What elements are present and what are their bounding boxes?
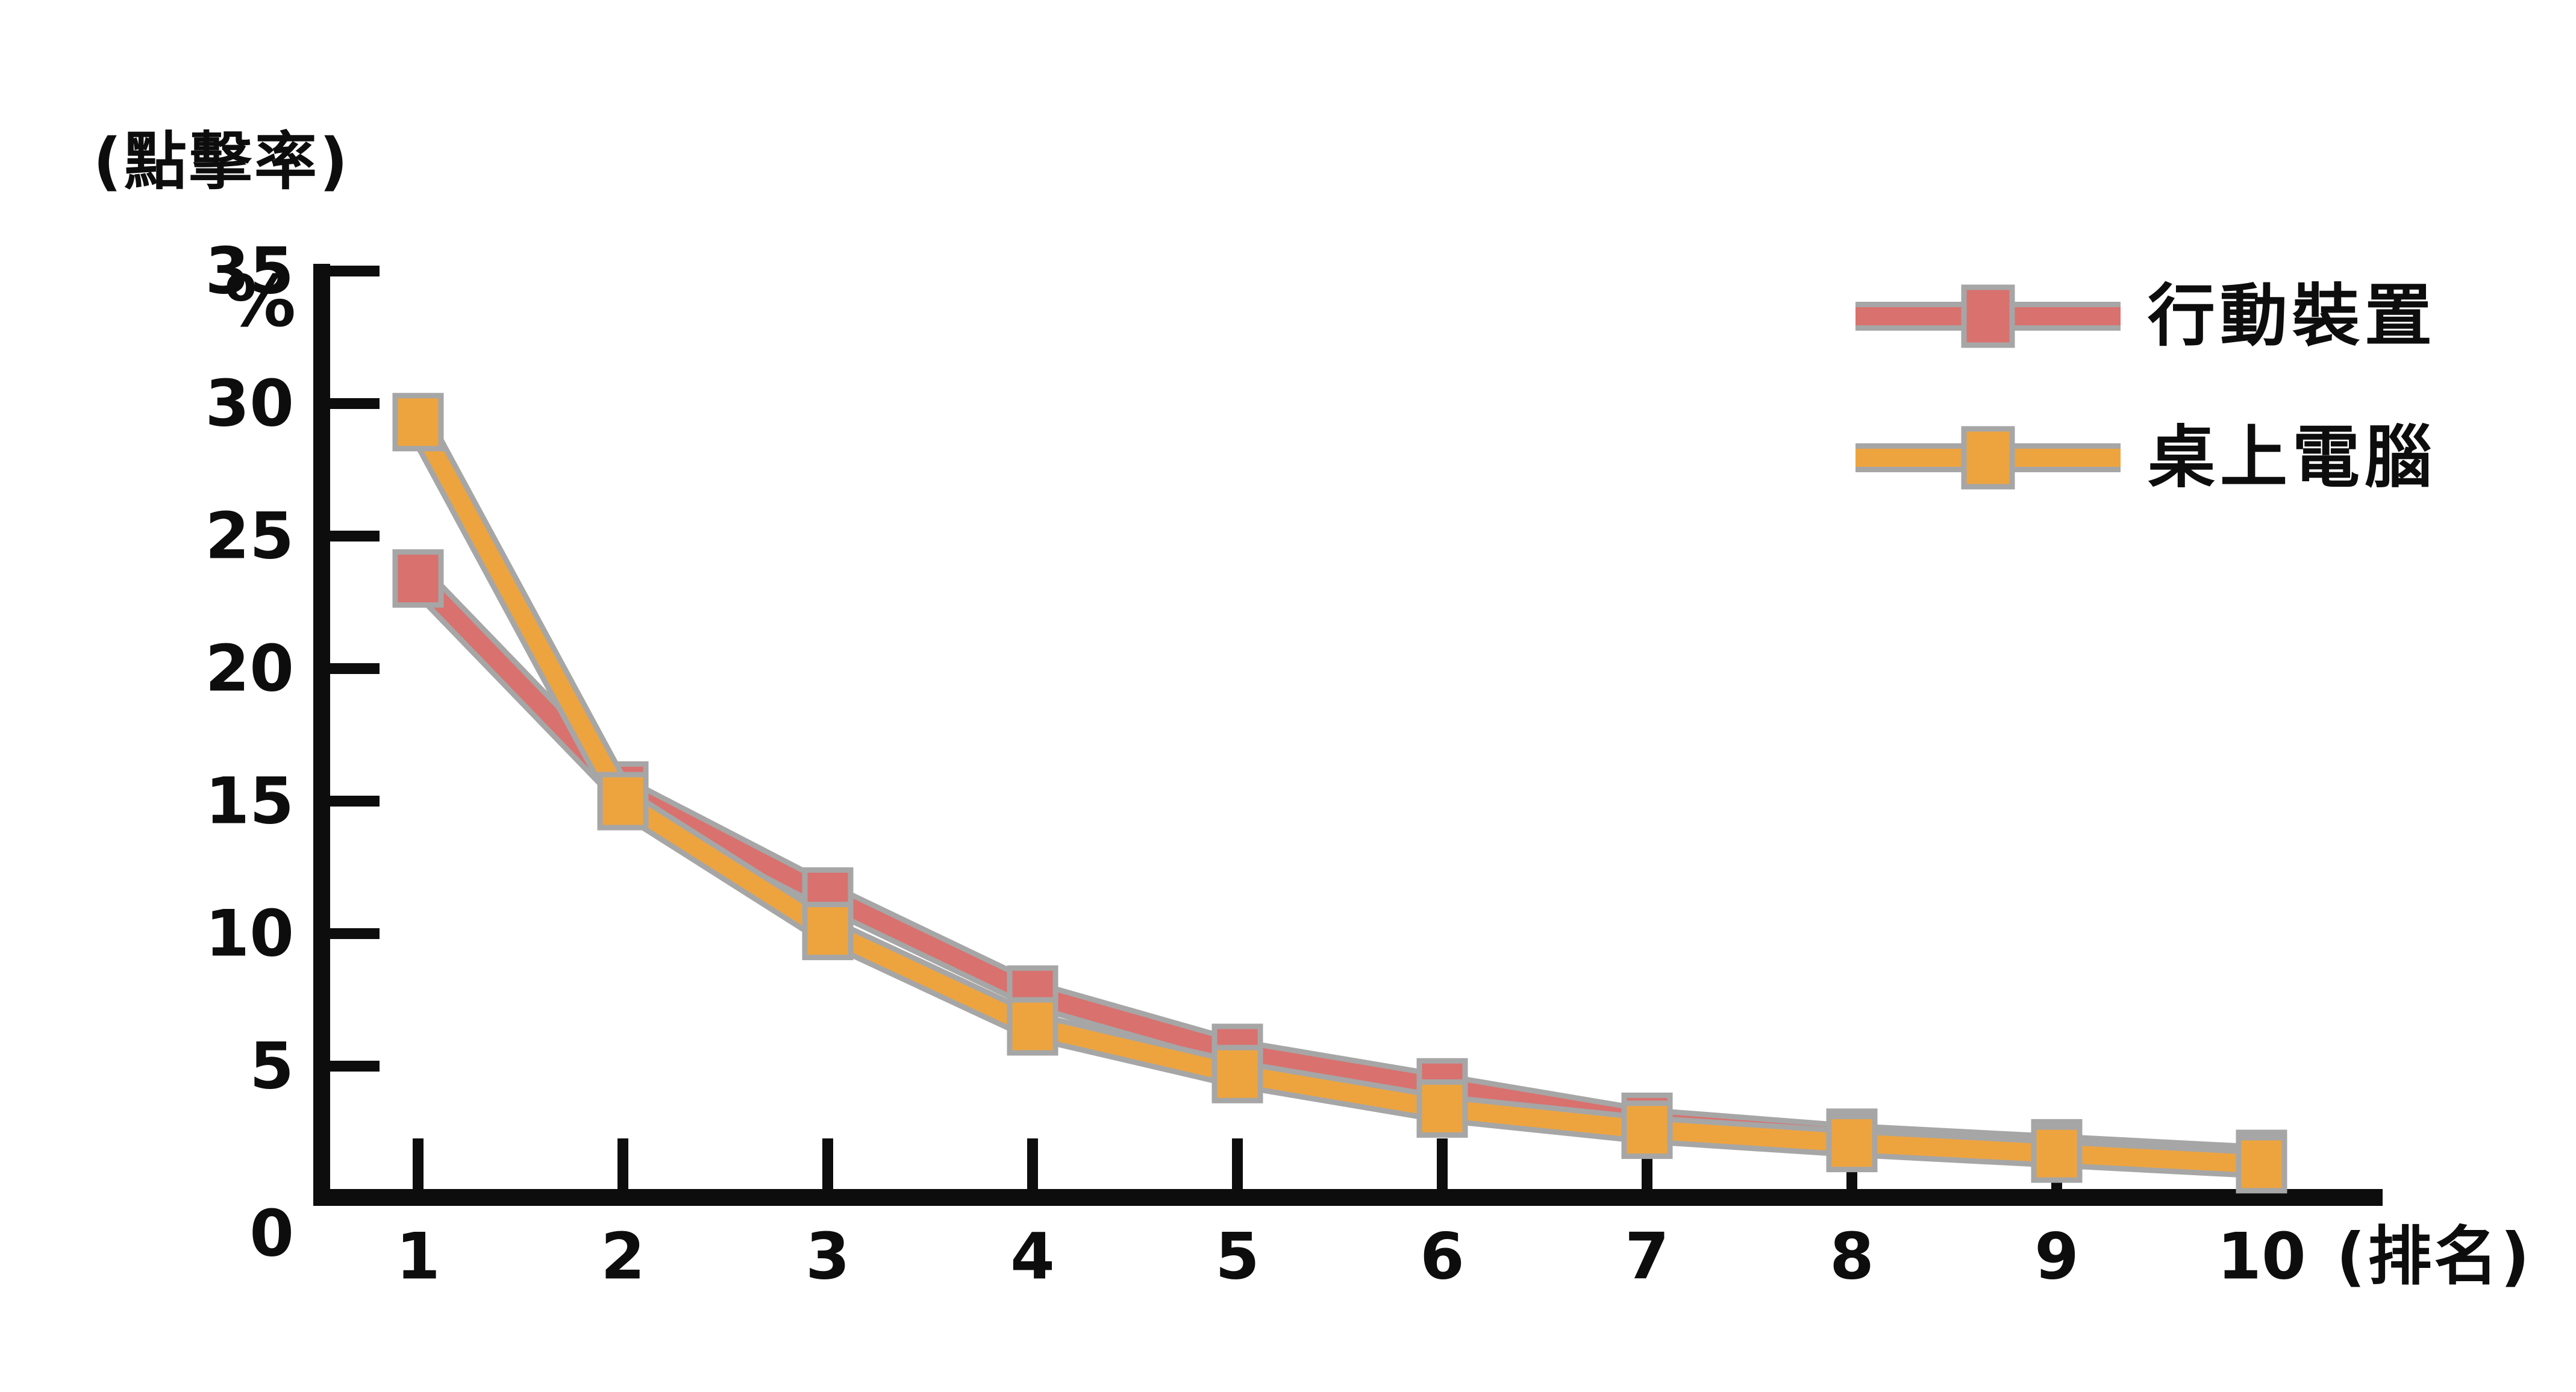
x-tick-label: 7 [1625, 1220, 1669, 1294]
x-tick-label: 10 [2217, 1220, 2306, 1294]
data-point-marker-desktop [1416, 1079, 1468, 1138]
data-point-marker-desktop [1211, 1044, 1263, 1103]
data-series [392, 393, 2287, 1194]
x-tick-label: 4 [1010, 1220, 1055, 1294]
legend-item-mobile: 行動裝置 [1855, 277, 2437, 355]
y-tick-label: 25 [205, 499, 294, 573]
series-line-desktop [410, 417, 2262, 1173]
y-tick-label: 0 [249, 1197, 294, 1271]
y-axis-title: (點擊率) [93, 125, 350, 198]
data-point-marker-desktop [392, 393, 444, 452]
y-tick-label: 15 [205, 764, 294, 838]
legend-label: 行動裝置 [2148, 277, 2437, 355]
data-point-marker-desktop [802, 902, 854, 961]
legend-marker [1961, 426, 2015, 490]
legend-marker [1961, 284, 2015, 348]
y-tick-label: 35 [205, 234, 294, 308]
y-axis-unit-label: % [225, 260, 296, 343]
axes [313, 264, 2383, 1206]
tick-labels: 0 5 10 15 20 25 30 35 1 2 3 4 5 6 7 8 9 10 [205, 234, 2306, 1294]
data-point-marker-desktop [597, 772, 649, 831]
x-tick-label: 6 [1420, 1220, 1465, 1294]
data-point-marker-desktop [1007, 997, 1058, 1056]
x-tick-label: 5 [1215, 1220, 1260, 1294]
y-tick-label: 10 [205, 897, 294, 971]
x-tick-label: 2 [601, 1220, 645, 1294]
data-point-marker-desktop [2031, 1124, 2083, 1183]
data-point-marker-desktop [2236, 1135, 2287, 1194]
x-tick-label: 8 [1830, 1220, 1874, 1294]
y-tick-label: 5 [249, 1029, 294, 1103]
x-axis-title: (排名) [2336, 1220, 2532, 1294]
data-point-marker-mobile [392, 549, 444, 608]
y-tick-label: 30 [205, 367, 294, 441]
y-tick-label: 20 [205, 632, 294, 706]
data-point-marker-desktop [1621, 1100, 1673, 1159]
legend-item-desktop: 桌上電腦 [1855, 419, 2437, 497]
x-tick-label: 1 [396, 1220, 440, 1294]
data-point-marker-desktop [1826, 1114, 1878, 1173]
x-tick-label: 9 [2034, 1220, 2079, 1294]
x-tick-label: 3 [805, 1220, 850, 1294]
legend-label: 桌上電腦 [2148, 419, 2437, 497]
